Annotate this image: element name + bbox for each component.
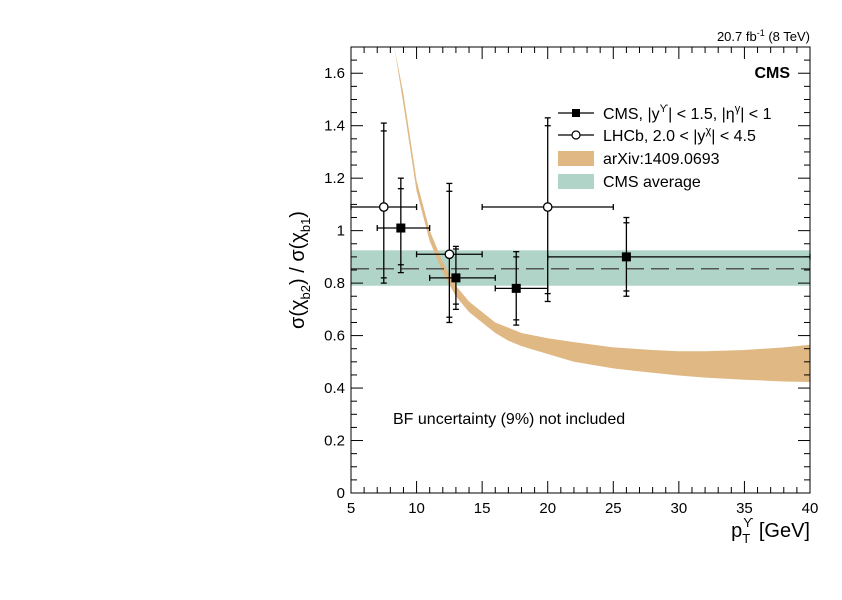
x-tick-label: 10	[408, 500, 425, 517]
legend-entry-cms: CMS, |yϒ| < 1.5, |ηγ| < 1	[558, 103, 772, 123]
x-tick-label: 20	[539, 500, 556, 517]
legend-entry-lhcb: LHCb, 2.0 < |yχ| < 4.5	[558, 125, 756, 145]
cms-marker	[621, 252, 631, 262]
series-cms	[376, 177, 811, 326]
points-layer	[350, 117, 811, 326]
y-axis-title: σ(χb2) / σ(χb1)	[287, 211, 313, 329]
cms-point	[376, 177, 431, 274]
lhcb-point	[415, 182, 483, 324]
legend-theory-swatch	[558, 151, 594, 166]
legend-entry-average: CMS average	[558, 174, 701, 191]
x-axis-title: pTϒ [GeV]	[731, 515, 810, 546]
legend-cms-marker	[572, 109, 580, 117]
x-tick-label: 40	[802, 500, 819, 517]
legend-theory-label: arXiv:1409.0693	[603, 151, 720, 168]
bands-layer	[351, 47, 810, 382]
lhcb-marker	[444, 249, 455, 260]
y-tick-label: 0	[337, 485, 345, 502]
cms-marker	[511, 283, 521, 293]
x-tick-label: 25	[605, 500, 622, 517]
x-tick-label: 5	[347, 500, 355, 517]
cms-marker	[451, 273, 461, 283]
frame-layer: 5 10 15 20 25 30 35 40 0 0.2 0.4 0.6 0.8 1 1.2 1.4 1.6	[324, 46, 819, 517]
y-tick-label: 1.2	[324, 170, 345, 187]
legend-cms-label: CMS, |yϒ| < 1.5, |ηγ| < 1	[603, 103, 772, 123]
cms-marker	[396, 223, 406, 233]
y-tick-label: 0.6	[324, 328, 345, 345]
x-tick-label: 30	[671, 500, 688, 517]
bf-uncertainty-note: BF uncertainty (9%) not included	[393, 411, 625, 428]
series-lhcb	[350, 117, 614, 324]
lhcb-point	[481, 117, 614, 303]
y-tick-label: 0.4	[324, 380, 345, 397]
lhcb-point	[350, 122, 418, 284]
cms-point	[429, 245, 496, 311]
legend-lhcb-label: LHCb, 2.0 < |yχ| < 4.5	[603, 125, 756, 145]
y-tick-label: 1.6	[324, 65, 345, 82]
lhcb-marker	[542, 202, 553, 212]
experiment-label: CMS	[754, 65, 790, 82]
y-tick-label: 0.8	[324, 275, 345, 292]
legend-lhcb-marker	[571, 130, 581, 140]
legend-entry-theory: arXiv:1409.0693	[558, 151, 720, 168]
y-tick-label: 1.4	[324, 118, 345, 135]
legend-average-label: CMS average	[603, 174, 701, 191]
x-tick-label: 15	[474, 500, 491, 517]
lhcb-marker	[378, 202, 389, 212]
y-tick-label: 1	[337, 223, 345, 240]
theory-band	[394, 47, 810, 382]
y-tick-label: 0.2	[324, 433, 345, 450]
x-tick-label: 35	[736, 500, 753, 517]
luminosity-label: 20.7 fb-1 (8 TeV)	[717, 28, 810, 44]
cms-point	[547, 216, 811, 297]
legend: CMS, |yϒ| < 1.5, |ηγ| < 1 LHCb, 2.0 < |y…	[558, 103, 772, 191]
legend-average-swatch	[558, 174, 594, 189]
